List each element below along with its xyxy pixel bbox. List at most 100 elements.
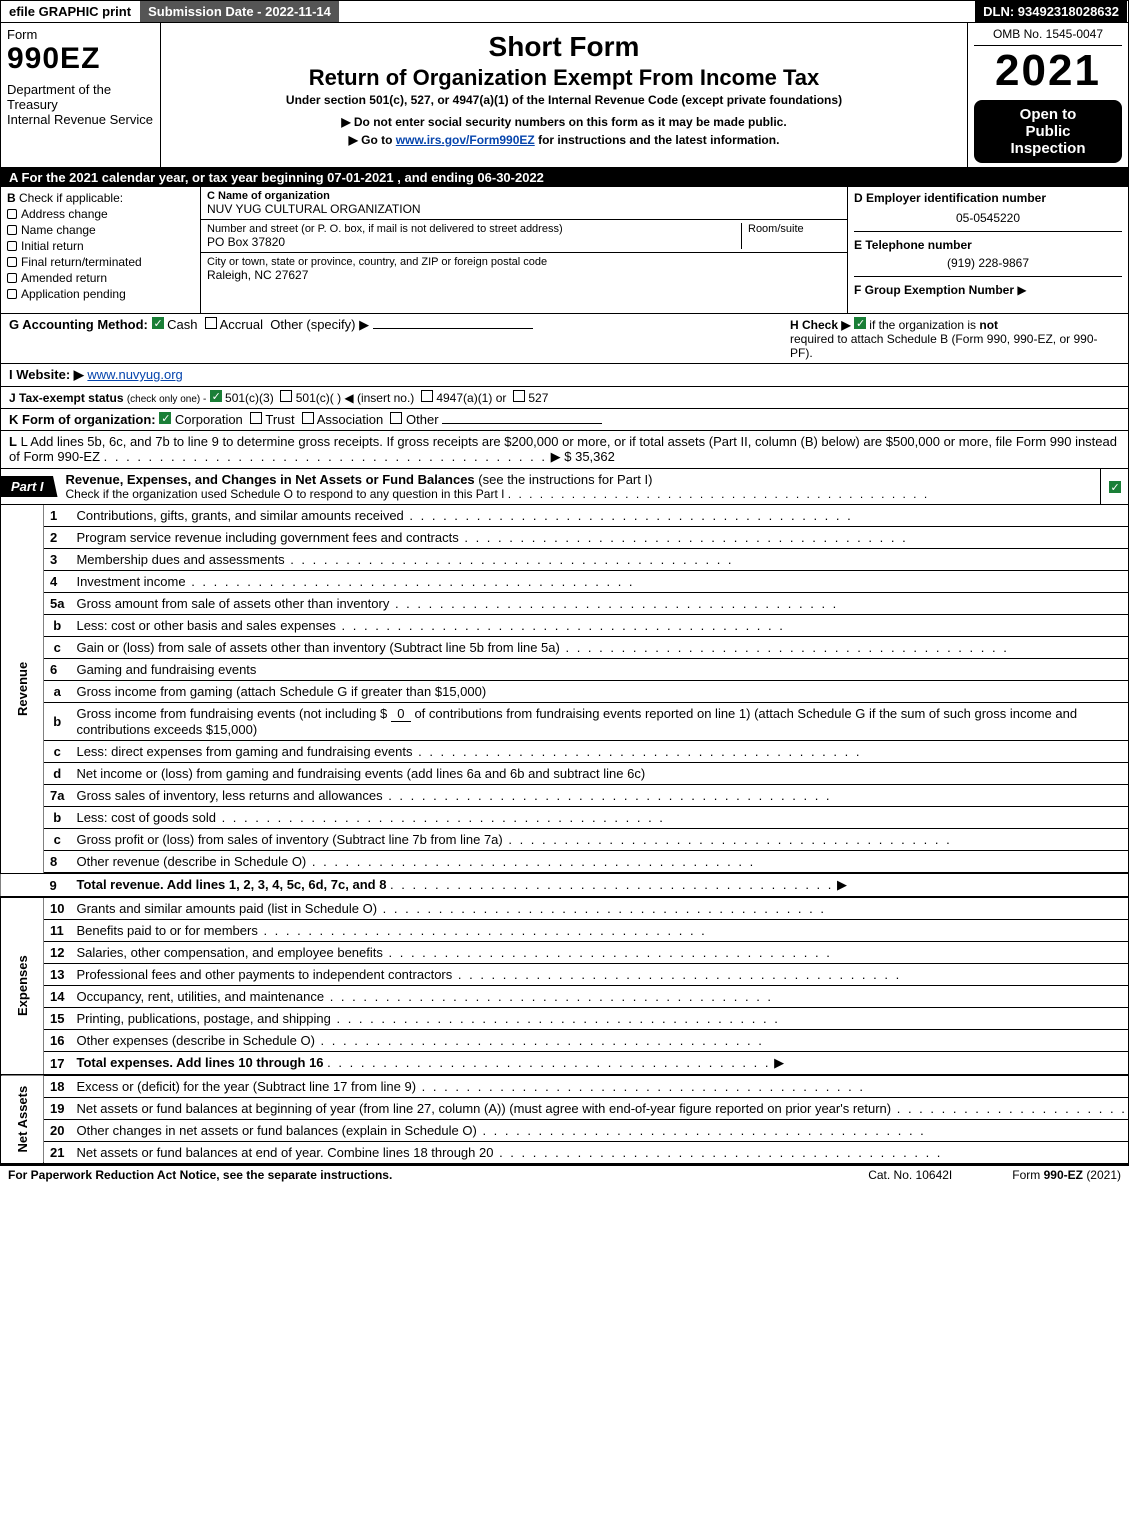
cb-trust[interactable]: [250, 412, 262, 424]
cb-amended-return[interactable]: Amended return: [7, 271, 194, 285]
k-other: Other: [406, 412, 439, 427]
cb-final-return[interactable]: Final return/terminated: [7, 255, 194, 269]
line-6c: c Less: direct expenses from gaming and …: [1, 741, 1129, 763]
checkbox-icon: [7, 225, 17, 235]
line-6a: a Gross income from gaming (attach Sched…: [1, 681, 1129, 703]
line-num: 7a: [44, 785, 71, 807]
checkbox-icon: [7, 257, 17, 267]
under-section: Under section 501(c), 527, or 4947(a)(1)…: [177, 93, 951, 107]
checkbox-icon: [7, 209, 17, 219]
line-6: 6 Gaming and fundraising events: [1, 659, 1129, 681]
col-c: C Name of organization NUV YUG CULTURAL …: [201, 187, 848, 313]
j-4947: 4947(a)(1) or: [436, 391, 506, 405]
line-desc-6b: Gross income from fundraising events (no…: [70, 703, 1129, 741]
line-6d: d Net income or (loss) from gaming and f…: [1, 763, 1129, 785]
line-desc: Occupancy, rent, utilities, and maintena…: [70, 986, 1129, 1008]
efile-label[interactable]: efile GRAPHIC print: [1, 1, 140, 22]
line-num: a: [44, 681, 71, 703]
checkbox-icon: [7, 241, 17, 251]
part1-title-text: Revenue, Expenses, and Changes in Net As…: [66, 472, 475, 487]
header-center: Short Form Return of Organization Exempt…: [161, 23, 968, 167]
line-7a: 7a Gross sales of inventory, less return…: [1, 785, 1129, 807]
line-desc: Benefits paid to or for members: [70, 920, 1129, 942]
k-trust: Trust: [265, 412, 294, 427]
cb-h[interactable]: [854, 317, 866, 329]
line-num: 1: [44, 505, 71, 527]
section-bcdef: B Check if applicable: Address change Na…: [1, 187, 1128, 314]
goto-link[interactable]: www.irs.gov/Form990EZ: [396, 133, 535, 147]
line-15: 15 Printing, publications, postage, and …: [1, 1008, 1129, 1030]
line-num: 6: [44, 659, 71, 681]
part1-header: Part I Revenue, Expenses, and Changes in…: [1, 469, 1128, 505]
line-21: 21 Net assets or fund balances at end of…: [1, 1142, 1129, 1164]
cb-label: Final return/terminated: [21, 255, 142, 269]
sidelabel-spacer: [1, 873, 44, 897]
cb-label: Name change: [21, 223, 96, 237]
line-desc: Printing, publications, postage, and shi…: [70, 1008, 1129, 1030]
cb-accrual[interactable]: [205, 317, 217, 329]
line-num: 2: [44, 527, 71, 549]
inspection-l2: Public: [978, 123, 1118, 140]
inspection-l3: Inspection: [978, 140, 1118, 157]
department-label: Department of the Treasury Internal Reve…: [7, 82, 154, 127]
j-501c: 501(c)( ) ◀ (insert no.): [296, 391, 415, 405]
cb-4947[interactable]: [421, 390, 433, 402]
cb-527[interactable]: [513, 390, 525, 402]
row-j: J Tax-exempt status (check only one) - 5…: [1, 387, 1128, 409]
cb-label: Application pending: [21, 287, 126, 301]
org-name: NUV YUG CULTURAL ORGANIZATION: [207, 202, 841, 216]
col-c-label: C Name of organization: [207, 190, 330, 202]
j-hint: (check only one) -: [127, 394, 206, 405]
line-7b: b Less: cost of goods sold 7b 0: [1, 807, 1129, 829]
line-4: 4 Investment income 4 0: [1, 571, 1129, 593]
sidelabel-revenue: Revenue: [1, 505, 44, 873]
line-num: 10: [44, 897, 71, 920]
sidelabel-expenses: Expenses: [1, 897, 44, 1075]
arrow-icon: ▶: [774, 1055, 784, 1070]
cb-application-pending[interactable]: Application pending: [7, 287, 194, 301]
cb-other-org[interactable]: [390, 412, 402, 424]
cb-label: Address change: [21, 207, 108, 221]
do-not-note: ▶ Do not enter social security numbers o…: [177, 115, 951, 129]
cb-501c[interactable]: [280, 390, 292, 402]
line-desc: Other expenses (describe in Schedule O): [70, 1030, 1129, 1052]
cb-address-change[interactable]: Address change: [7, 207, 194, 221]
cb-assoc[interactable]: [302, 412, 314, 424]
cb-corp[interactable]: [159, 412, 171, 424]
k-other-input[interactable]: [442, 423, 602, 424]
line-num: 13: [44, 964, 71, 986]
line-desc: Investment income: [70, 571, 1129, 593]
line-desc: Professional fees and other payments to …: [70, 964, 1129, 986]
omb-number: OMB No. 1545-0047: [974, 27, 1122, 46]
g-other-input[interactable]: [373, 328, 533, 329]
dln-label: DLN: 93492318028632: [975, 1, 1128, 22]
line-16: 16 Other expenses (describe in Schedule …: [1, 1030, 1129, 1052]
line-19: 19 Net assets or fund balances at beginn…: [1, 1098, 1129, 1120]
website-link[interactable]: www.nuvyug.org: [87, 367, 182, 382]
cb-cash[interactable]: [152, 317, 164, 329]
cb-part1-schedO[interactable]: [1109, 481, 1121, 493]
part1-table: Revenue 1 Contributions, gifts, grants, …: [1, 505, 1129, 1164]
l6b-prefix: Gross income from fundraising events (no…: [76, 706, 387, 721]
line-num: 4: [44, 571, 71, 593]
cb-initial-return[interactable]: Initial return: [7, 239, 194, 253]
line-num: 20: [44, 1120, 71, 1142]
h-label: H Check ▶: [790, 318, 851, 332]
cb-name-change[interactable]: Name change: [7, 223, 194, 237]
cat-number: Cat. No. 10642I: [868, 1168, 952, 1182]
return-title: Return of Organization Exempt From Incom…: [177, 65, 951, 91]
line-5a: 5a Gross amount from sale of assets othe…: [1, 593, 1129, 615]
line-desc: Less: cost or other basis and sales expe…: [70, 615, 1129, 637]
cb-501c3[interactable]: [210, 390, 222, 402]
form-main: Form 990EZ Department of the Treasury In…: [0, 23, 1129, 1165]
part1-tag: Part I: [1, 476, 58, 497]
line-num: 19: [44, 1098, 71, 1120]
g-cash: Cash: [167, 317, 197, 332]
j-label: J Tax-exempt status: [9, 391, 124, 405]
l-value: 35,362: [575, 449, 615, 464]
k-assoc: Association: [317, 412, 383, 427]
h-text2: if the organization is: [869, 318, 976, 332]
g-label: G Accounting Method:: [9, 317, 148, 332]
line-num: c: [44, 637, 71, 659]
h-not: not: [979, 318, 998, 332]
